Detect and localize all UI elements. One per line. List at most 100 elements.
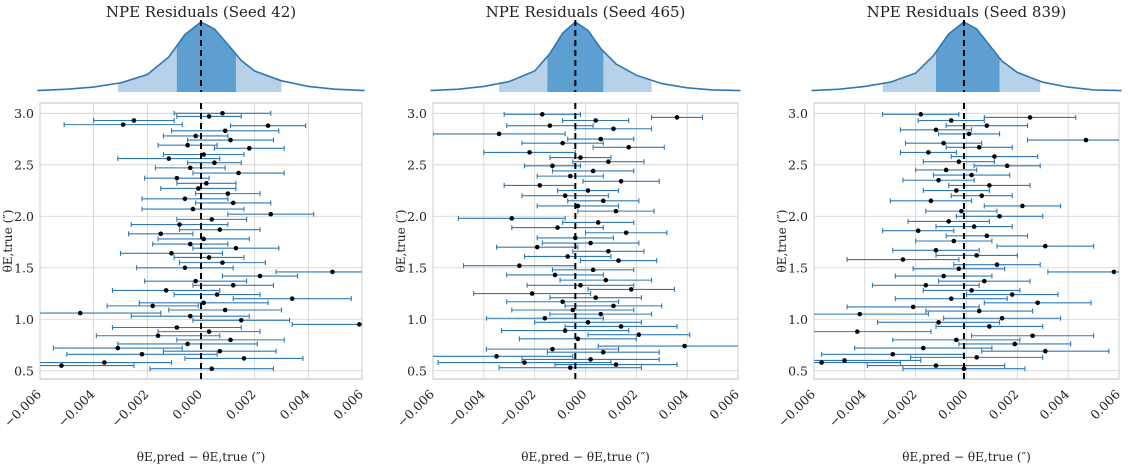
data-point [613,208,619,214]
y-tick-label: 0.5 [14,363,34,378]
data-point [933,127,939,133]
data-point [1035,300,1040,306]
data-point [606,159,611,165]
data-point [236,170,241,176]
data-point [954,337,959,343]
data-point [999,315,1005,321]
data-point [636,332,642,338]
kde-band-68 [936,22,1000,92]
data-point [169,251,174,256]
y-tick-label: 1.0 [14,312,34,327]
data-point [1020,203,1025,209]
data-point [238,317,244,323]
data-point [220,260,225,265]
x-tick-label: 0.000 [935,386,971,422]
data-point [1009,292,1015,297]
data-point [575,203,581,209]
data-point [946,219,952,224]
data-point [222,128,228,134]
data-point [1111,269,1117,275]
data-point [228,337,233,343]
data-point [600,349,606,355]
y-axis-label: θE,true (″) [394,210,408,273]
data-point [509,216,515,221]
data-point [204,181,209,186]
panel-title: NPE Residuals (Seed 465) [486,3,686,21]
data-point [920,345,926,351]
panel-2: NPE Residuals (Seed 465) 0.5 1.0 1.5 2.0 2.5 3… [394,3,742,464]
x-tick-label: 0.004 [1036,386,1072,422]
data-point [928,198,934,204]
data-point [102,360,107,365]
data-point [155,333,161,339]
y-tick-label: 1.0 [788,312,808,327]
x-tick-label: −0.002 [876,387,919,430]
x-tick-label: −0.004 [826,386,869,429]
data-point [984,123,990,128]
panel-title: NPE Residuals (Seed 839) [867,3,1067,21]
data-point [618,324,624,329]
x-tick-label: 0.006 [1087,386,1123,422]
data-point [517,263,522,269]
data-point [585,188,591,193]
data-point [588,240,593,246]
data-point [565,254,571,259]
data-point [166,156,172,161]
data-point [974,355,979,360]
data-point [177,222,182,227]
data-point [534,244,540,250]
data-point [578,155,583,160]
y-tick-label: 0.5 [407,363,427,378]
kde-marginal [811,20,1122,93]
data-point [537,183,543,188]
data-point [842,358,847,363]
data-point [976,308,982,314]
kde-marginal [430,20,741,92]
data-point [217,227,223,232]
data-point [1004,163,1010,169]
panel-3: NPE Residuals (Seed 839) 0.5 1.0 1.5 2.0 2.5 3… [775,3,1123,464]
x-tick-label: 0.000 [554,386,590,422]
data-point [567,173,573,179]
kde-band-68 [547,22,604,92]
data-point [578,282,583,288]
y-tick-label: 2.5 [407,157,427,172]
y-tick-label: 2.5 [788,157,808,172]
data-point [974,253,979,258]
data-point [890,351,896,357]
data-point [936,177,941,183]
y-tick-label: 2.0 [14,209,34,224]
data-point [585,320,591,325]
data-point [330,269,335,275]
x-tick-label: 0.002 [223,387,259,423]
data-point [131,118,137,123]
data-point [150,303,155,309]
data-point [547,123,553,128]
data-point [193,278,198,284]
data-point [550,163,555,169]
data-point [196,186,201,191]
data-point [1083,137,1089,143]
data-point [494,354,499,359]
data-point [948,118,954,123]
data-point [209,366,215,372]
data-point [560,299,565,305]
data-point [247,146,252,151]
data-point [936,320,941,325]
data-point [926,150,931,155]
data-point [623,230,629,236]
data-point [598,136,604,142]
data-point [257,273,263,279]
data-point [997,213,1002,219]
data-point [933,363,939,368]
x-tick-label: 0.000 [169,386,205,422]
data-point [120,122,126,127]
x-tick-label: −0.002 [495,387,538,430]
x-tick-label: −0.006 [1,386,44,429]
data-point [595,220,601,225]
data-point [567,365,573,370]
data-point [115,345,121,351]
data-point [969,172,974,178]
data-point [628,287,634,292]
